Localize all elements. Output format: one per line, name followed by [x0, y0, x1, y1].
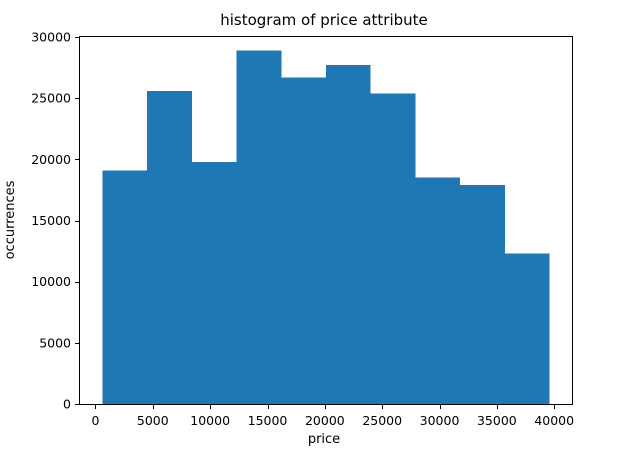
x-tick-label: 35000 [477, 413, 517, 428]
histogram-bar-1 [102, 170, 148, 404]
y-tick-label: 10000 [31, 274, 71, 289]
y-tick-label: 15000 [31, 213, 71, 228]
histogram-bar-2 [147, 90, 192, 405]
histogram-bar-7 [370, 93, 416, 405]
y-axis-ticks: 0 5000 10000 15000 20000 25000 30000 [31, 30, 80, 412]
x-tick-label: 30000 [420, 413, 460, 428]
y-tick-label: 20000 [31, 152, 71, 167]
x-tick-label: 25000 [362, 413, 402, 428]
x-tick-label: 15000 [248, 413, 288, 428]
x-axis-label: price [308, 432, 340, 447]
histogram-bar-10 [504, 253, 550, 404]
histogram-bar-3 [191, 161, 237, 404]
histogram-bar-5 [281, 77, 326, 405]
histogram-bar-8 [415, 177, 461, 404]
x-tick-label: 20000 [305, 413, 345, 428]
x-tick-label: 5000 [137, 413, 169, 428]
y-tick-label: 0 [63, 397, 71, 412]
x-tick-label: 10000 [190, 413, 230, 428]
y-tick-label: 25000 [31, 91, 71, 106]
bars-group [102, 50, 550, 405]
histogram-bar-6 [326, 65, 371, 405]
y-axis-label: occurrences [3, 180, 18, 259]
histogram-bar-4 [236, 50, 282, 404]
x-tick-label: 40000 [534, 413, 574, 428]
chart-title: histogram of price attribute [220, 11, 428, 29]
x-tick-label: 0 [92, 413, 100, 428]
x-axis-ticks: 0 5000 10000 15000 20000 25000 30000 35000 40000 [92, 404, 574, 428]
y-tick-label: 5000 [39, 335, 71, 350]
histogram-bar-9 [460, 185, 505, 404]
y-tick-label: 30000 [31, 30, 71, 45]
